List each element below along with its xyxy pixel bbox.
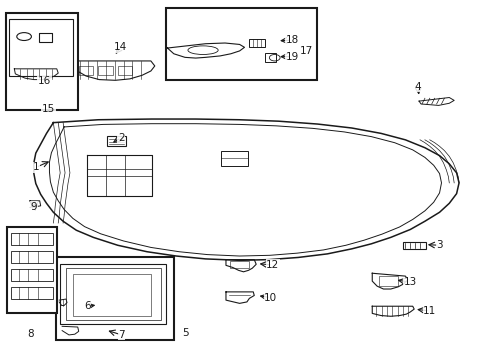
Bar bbox=[39, 33, 52, 42]
Bar bbox=[249, 40, 264, 47]
Text: 9: 9 bbox=[30, 202, 37, 212]
Text: 12: 12 bbox=[265, 260, 279, 270]
Text: 2: 2 bbox=[118, 133, 124, 143]
Text: 17: 17 bbox=[299, 46, 312, 56]
Bar bbox=[60, 264, 166, 324]
Bar bbox=[11, 287, 53, 299]
Bar bbox=[56, 257, 174, 339]
Bar bbox=[165, 8, 316, 80]
Bar bbox=[6, 226, 57, 313]
Text: 13: 13 bbox=[403, 277, 416, 287]
Bar bbox=[98, 66, 113, 75]
Bar bbox=[402, 242, 426, 249]
Text: 4: 4 bbox=[414, 82, 421, 92]
Text: 8: 8 bbox=[27, 329, 34, 339]
Text: 3: 3 bbox=[435, 240, 442, 250]
Bar bbox=[66, 268, 161, 320]
Text: 5: 5 bbox=[183, 328, 189, 338]
Text: 11: 11 bbox=[422, 306, 435, 316]
Text: 1: 1 bbox=[32, 162, 39, 172]
Bar bbox=[9, 19, 73, 76]
Text: 6: 6 bbox=[84, 301, 91, 311]
Text: 10: 10 bbox=[264, 293, 277, 303]
Text: 15: 15 bbox=[42, 104, 55, 114]
Bar bbox=[264, 53, 275, 62]
Bar bbox=[118, 66, 132, 75]
Bar bbox=[11, 233, 53, 245]
Bar bbox=[221, 151, 247, 166]
Bar bbox=[5, 13, 78, 110]
Text: 14: 14 bbox=[114, 42, 127, 52]
Text: 7: 7 bbox=[118, 330, 124, 340]
Bar bbox=[79, 66, 93, 75]
Bar bbox=[11, 251, 53, 263]
Bar bbox=[378, 276, 397, 286]
Bar bbox=[73, 274, 151, 316]
Bar bbox=[229, 261, 249, 267]
Text: 16: 16 bbox=[38, 76, 51, 86]
Text: 18: 18 bbox=[285, 35, 298, 45]
Text: 19: 19 bbox=[285, 51, 298, 62]
Bar bbox=[107, 136, 125, 146]
Bar bbox=[11, 269, 53, 281]
